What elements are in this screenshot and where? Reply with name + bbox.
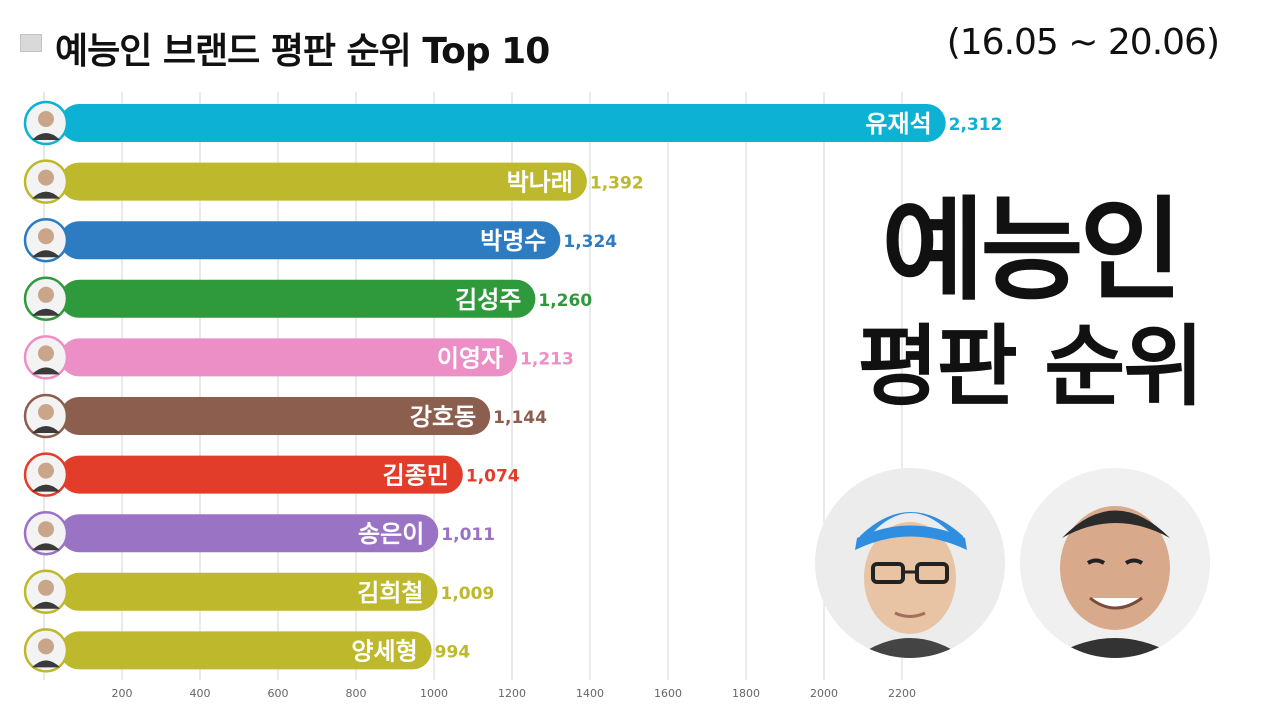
bar-value-label: 1,074 — [466, 467, 520, 487]
avatar-head-icon — [38, 462, 54, 479]
date-range: (16.05 ~ 20.06) — [946, 22, 1220, 63]
bar-name-label: 유재석 — [865, 110, 931, 138]
bar-name-label: 김희철 — [357, 579, 423, 607]
avatar-head-icon — [38, 638, 54, 655]
bar — [60, 221, 561, 260]
x-tick-label: 1800 — [732, 687, 760, 700]
avatar-head-icon — [38, 169, 54, 186]
avatar-body-icon — [32, 250, 60, 258]
bar-name-label: 박명수 — [480, 227, 546, 255]
side-text-line1: 예능인 — [881, 186, 1182, 316]
bar — [60, 455, 463, 494]
title-icon — [20, 34, 42, 52]
bar — [60, 338, 518, 377]
bar — [60, 104, 946, 142]
bar-value-label: 1,260 — [538, 291, 592, 311]
x-tick-label: 400 — [190, 687, 211, 700]
avatar-head-icon — [38, 404, 54, 420]
bar-name-label: 김성주 — [455, 286, 521, 314]
bar-value-label: 1,144 — [493, 408, 547, 428]
bar-name-label: 양세형 — [351, 637, 417, 665]
bar-value-label: 1,324 — [563, 232, 617, 252]
bar-value-label: 1,213 — [520, 349, 574, 369]
avatar-body-icon — [32, 601, 60, 609]
bar — [60, 162, 587, 201]
bar — [60, 572, 438, 611]
bar-name-label: 김종민 — [383, 462, 449, 490]
bar-name-label: 박나래 — [507, 169, 573, 197]
avatar-body-icon — [32, 133, 60, 140]
avatar-body-icon — [32, 543, 60, 551]
x-tick-label: 1600 — [654, 687, 682, 700]
bar-value-label: 2,312 — [949, 115, 1003, 135]
photo-yoo-jae-suk — [815, 468, 1005, 658]
bar — [60, 631, 432, 670]
avatar-head-icon — [38, 286, 54, 303]
x-tick-label: 2200 — [888, 687, 916, 700]
bar-value-label: 1,011 — [441, 525, 495, 545]
avatar-head-icon — [38, 345, 54, 362]
avatar-body-icon — [32, 426, 60, 433]
bar-value-label: 994 — [435, 642, 471, 662]
bar-value-label: 1,009 — [441, 584, 495, 604]
avatar-head-icon — [38, 228, 54, 245]
chart-title: 예능인 브랜드 평판 순위 Top 10 — [55, 31, 550, 72]
bar-name-label: 이영자 — [437, 344, 503, 372]
bar — [60, 514, 439, 553]
bar — [60, 397, 491, 435]
x-tick-label: 1400 — [576, 687, 604, 700]
photo-kang-ho-dong — [1020, 468, 1210, 658]
side-text: 예능인 평판 순위 — [820, 186, 1240, 419]
x-tick-label: 200 — [112, 687, 133, 700]
bar — [60, 279, 536, 318]
x-tick-label: 1200 — [498, 687, 526, 700]
avatar-head-icon — [38, 521, 54, 538]
avatar-head-icon — [38, 111, 54, 127]
avatar-body-icon — [32, 484, 60, 492]
avatar-body-icon — [32, 308, 60, 316]
avatar-body-icon — [32, 660, 60, 668]
avatar-body-icon — [32, 191, 60, 199]
bar-name-label: 송은이 — [358, 520, 424, 548]
x-tick-label: 600 — [268, 687, 289, 700]
x-tick-label: 2000 — [810, 687, 838, 700]
avatar-body-icon — [32, 367, 60, 375]
bar-name-label: 강호동 — [410, 403, 476, 431]
x-tick-label: 800 — [346, 687, 367, 700]
x-tick-label: 1000 — [420, 687, 448, 700]
avatar-head-icon — [38, 579, 54, 596]
bar-value-label: 1,392 — [590, 174, 644, 194]
side-text-line2: 평판 순위 — [857, 315, 1204, 419]
